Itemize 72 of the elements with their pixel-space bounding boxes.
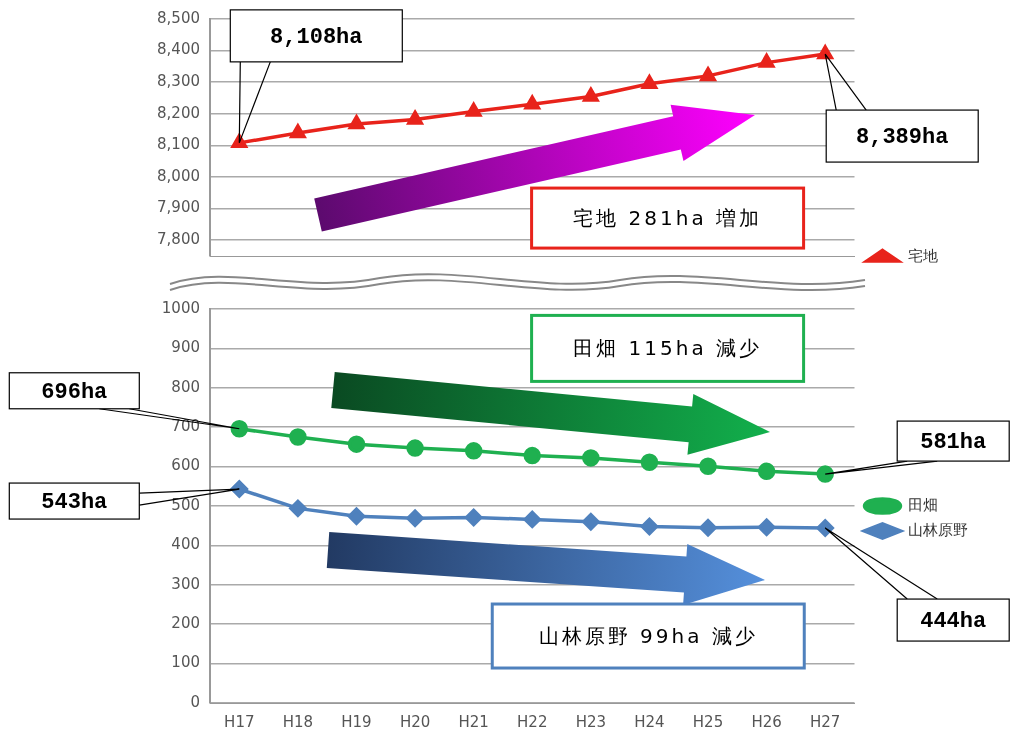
- y-tick-label: 100: [171, 653, 200, 672]
- y-tick-label: 7,900: [157, 198, 200, 217]
- point: [523, 446, 541, 465]
- legend-label: 山林原野: [908, 520, 968, 539]
- point: [523, 93, 542, 110]
- y-tick-label: 0: [190, 692, 200, 711]
- text: 696ha: [41, 379, 108, 405]
- point: [523, 510, 541, 529]
- point: [406, 439, 424, 457]
- point: [347, 435, 366, 453]
- point: [699, 518, 717, 537]
- y-tick-label: 8,300: [157, 72, 200, 91]
- y-tick-label: 8,400: [157, 40, 200, 59]
- point: [757, 462, 776, 481]
- x-tick-label: H19: [341, 712, 372, 731]
- x-tick-label: H17: [224, 712, 255, 731]
- x-tick-label: H26: [751, 712, 782, 731]
- text: 444ha: [920, 608, 987, 634]
- text: 8,389ha: [855, 124, 949, 150]
- point: [348, 115, 365, 130]
- x-tick-label: H21: [458, 712, 489, 731]
- legend-label: 田畑: [908, 495, 938, 514]
- annotation: 田畑 115ha 減少: [573, 335, 763, 360]
- point: [700, 67, 716, 82]
- point: [465, 102, 482, 117]
- x-tick-label: H27: [810, 712, 841, 731]
- y-tick-label: 8,500: [157, 8, 200, 27]
- annotation: 宅地 281ha 増加: [573, 205, 763, 230]
- x-tick-label: H20: [399, 712, 431, 731]
- y-tick-label: 600: [171, 456, 200, 475]
- y-tick-label: 500: [171, 495, 200, 514]
- point: [699, 457, 717, 475]
- point: [758, 53, 775, 68]
- annotation: 8,108ha: [270, 24, 363, 50]
- y-tick-label: 400: [171, 535, 200, 554]
- point: [583, 87, 599, 102]
- y-tick-label: 800: [171, 377, 200, 396]
- point: [464, 508, 483, 527]
- y-tick-label: 8,100: [157, 135, 200, 154]
- point: [347, 507, 366, 525]
- x-tick-label: H23: [575, 712, 607, 731]
- point: [290, 124, 306, 139]
- x-tick-label: H22: [517, 712, 548, 731]
- y-tick-label: 900: [171, 338, 200, 357]
- x-tick-label: H24: [634, 712, 665, 731]
- x-tick-label: H18: [282, 712, 314, 731]
- y-tick-label: 7,800: [157, 230, 200, 249]
- y-tick-label: 1000: [161, 298, 200, 317]
- point: [640, 517, 659, 536]
- point: [816, 465, 834, 483]
- point: [582, 449, 600, 467]
- text: 543ha: [41, 489, 108, 515]
- x-tick-label: H25: [692, 712, 724, 731]
- point: [641, 75, 658, 90]
- point: [582, 513, 600, 531]
- point: [230, 420, 249, 438]
- y-tick-label: 8,000: [157, 166, 200, 185]
- text: 581ha: [920, 429, 987, 455]
- y-tick-label: 200: [171, 614, 200, 633]
- point: [640, 453, 659, 472]
- point: [464, 442, 483, 460]
- legend-label: 宅地: [908, 247, 938, 266]
- point: [406, 509, 424, 527]
- annotation: 山林原野 99ha 減少: [538, 623, 758, 648]
- point: [816, 519, 834, 537]
- point: [407, 110, 423, 125]
- point: [757, 518, 776, 537]
- y-tick-label: 8,200: [157, 103, 200, 122]
- point: [289, 428, 307, 446]
- point: [289, 499, 307, 518]
- y-tick-label: 300: [171, 574, 200, 593]
- y-tick-label: 700: [171, 417, 200, 436]
